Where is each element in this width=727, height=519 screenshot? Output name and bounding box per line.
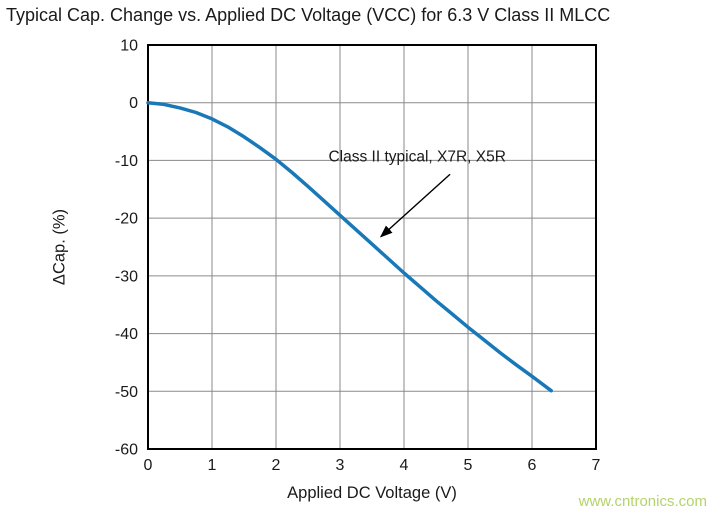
y-tick-label: -40: [115, 326, 138, 343]
chart-title: Typical Cap. Change vs. Applied DC Volta…: [6, 5, 611, 25]
annotation-arrow: [379, 173, 451, 238]
y-tick-label: -50: [115, 384, 138, 401]
x-tick-label: 3: [336, 457, 345, 474]
y-tick-label: -60: [115, 442, 138, 459]
x-tick-label: 6: [528, 457, 537, 474]
y-tick-label: -30: [115, 268, 138, 285]
x-tick-label: 1: [208, 457, 217, 474]
annotation-label: Class II typical, X7R, X5R: [328, 149, 505, 166]
y-tick-label: 10: [120, 38, 138, 55]
x-tick-label: 0: [144, 457, 153, 474]
series-line: [146, 100, 553, 393]
plot-border: [147, 44, 597, 450]
x-tick-label: 2: [272, 457, 281, 474]
x-tick-label: 5: [464, 457, 473, 474]
y-tick-label: -20: [115, 211, 138, 228]
x-axis-label: Applied DC Voltage (V): [287, 484, 457, 502]
y-axis-label: ΔCap. (%): [50, 208, 69, 286]
x-tick-label: 4: [400, 457, 409, 474]
y-tick-label: 0: [129, 95, 138, 112]
y-tick-label: -10: [115, 153, 138, 170]
x-tick-label: 7: [592, 457, 601, 474]
watermark-text: www.cntronics.com: [578, 493, 707, 510]
